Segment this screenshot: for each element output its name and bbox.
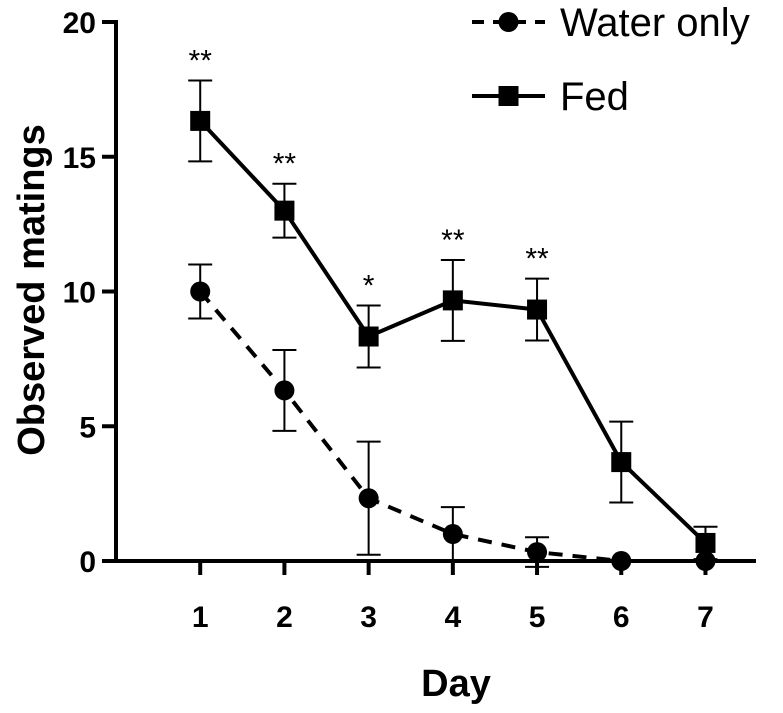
y-tick-label: 20 [63,7,96,40]
legend-label: Fed [560,75,629,119]
significance-label: ** [441,224,465,257]
data-point-circle [358,488,379,509]
x-tick-label: 1 [192,601,209,634]
plot-area [188,79,718,571]
legend-marker-square [498,86,519,106]
x-tick-label: 2 [276,601,293,634]
data-point-circle [611,551,632,571]
significance-annotations: ********* [189,44,550,302]
x-tick-label: 5 [529,601,546,634]
data-point-square [442,290,463,311]
data-point-square [190,110,211,131]
legend-item: Water only [472,1,750,45]
x-tick-label: 4 [444,601,461,634]
data-point-square [611,452,632,473]
legend: Water only Fed [472,1,750,119]
data-point-circle [527,542,548,563]
data-point-square [358,326,379,347]
significance-label: ** [525,243,549,276]
y-tick-label: 5 [79,411,96,444]
legend-item: Fed [472,75,629,119]
y-tick-label: 0 [79,546,96,579]
data-point-circle [190,281,211,302]
data-point-square [527,299,548,320]
legend-marker-circle [498,12,519,32]
legend-label: Water only [560,1,750,45]
axes: 0 5 10 15 20 1 2 3 4 5 6 7 [63,7,756,634]
significance-label: * [363,270,375,303]
data-point-circle [695,551,716,571]
series-fed [188,79,718,561]
significance-label: ** [189,44,213,77]
x-tick-label: 3 [360,601,377,634]
y-tick-label: 15 [63,142,96,175]
data-point-square [274,200,295,221]
series-water-only [188,263,716,571]
data-point-square [695,532,716,553]
y-tick-label: 10 [63,277,96,310]
significance-label: ** [273,148,297,181]
x-tick-label: 6 [613,601,630,634]
data-point-circle [274,380,295,401]
x-tick-label: 7 [697,601,714,634]
x-axis-title: Day [421,663,491,705]
y-axis-title: Observed matings [11,124,53,456]
data-point-circle [442,524,463,545]
